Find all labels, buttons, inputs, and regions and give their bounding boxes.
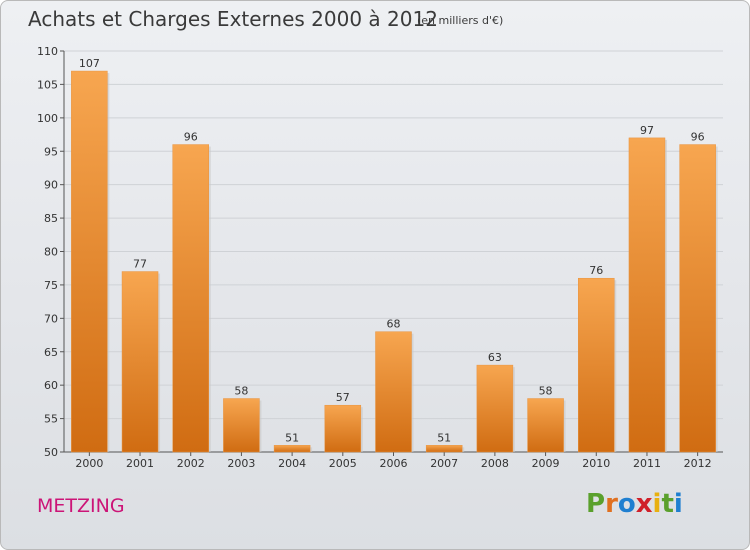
y-tick-label: 60 xyxy=(44,379,58,392)
value-label-2004: 51 xyxy=(285,431,299,444)
value-label-2012: 96 xyxy=(691,131,705,144)
y-tick-label: 80 xyxy=(44,246,58,259)
bar-2012 xyxy=(679,144,716,453)
labels: 50 55 60 65 70 75 80 85 90 95 100 105 110 107 2000 77 20… xyxy=(37,45,712,470)
x-tick-label-2001: 2001 xyxy=(126,457,154,470)
bar-2002 xyxy=(172,144,209,453)
y-tick-label: 50 xyxy=(44,446,58,459)
x-tick-label-2010: 2010 xyxy=(582,457,610,470)
logo-letter: P xyxy=(586,489,606,519)
bar-2009 xyxy=(527,398,564,453)
x-tick-label-2000: 2000 xyxy=(75,457,103,470)
y-tick-label: 110 xyxy=(37,45,58,58)
bar-2000 xyxy=(71,70,108,453)
chart-subtitle: (en milliers d'€) xyxy=(417,14,504,27)
bar-2003 xyxy=(223,398,260,453)
value-label-2003: 58 xyxy=(234,385,248,398)
x-tick-label-2011: 2011 xyxy=(633,457,661,470)
proxiti-logo: Proxiti xyxy=(586,489,683,519)
value-label-2006: 68 xyxy=(387,318,401,331)
value-label-2009: 58 xyxy=(539,385,553,398)
y-tick-label: 105 xyxy=(37,78,58,91)
logo-letter: i xyxy=(652,489,662,519)
value-label-2011: 97 xyxy=(640,124,654,137)
y-tick-label: 65 xyxy=(44,346,58,359)
x-tick-label-2005: 2005 xyxy=(329,457,357,470)
bar-2010 xyxy=(578,277,615,453)
value-label-2007: 51 xyxy=(437,431,451,444)
value-label-2000: 107 xyxy=(79,57,100,70)
y-tick-label: 75 xyxy=(44,279,58,292)
commune-name: METZING xyxy=(37,495,125,517)
y-tick-label: 85 xyxy=(44,212,58,225)
bar-2006 xyxy=(375,331,412,453)
y-tick-label: 90 xyxy=(44,179,58,192)
bar-2007 xyxy=(425,445,463,453)
x-tick-label-2006: 2006 xyxy=(380,457,408,470)
y-tick-label: 95 xyxy=(44,145,58,158)
logo-letter: x xyxy=(635,489,653,519)
bar-2004 xyxy=(273,445,311,453)
chart-title: Achats et Charges Externes 2000 à 2012 xyxy=(28,7,438,31)
bar-2001 xyxy=(121,271,159,453)
x-tick-label-2009: 2009 xyxy=(532,457,560,470)
x-tick-label-2003: 2003 xyxy=(227,457,255,470)
value-label-2008: 63 xyxy=(488,351,502,364)
y-tick-label: 100 xyxy=(37,112,58,125)
logo-letter: i xyxy=(673,489,683,519)
bar-2011 xyxy=(628,137,666,453)
bar-2008 xyxy=(476,364,514,453)
x-tick-label-2002: 2002 xyxy=(177,457,205,470)
y-tick-label: 55 xyxy=(44,413,58,426)
y-tick-label: 70 xyxy=(44,312,58,325)
bars xyxy=(71,70,718,453)
logo-letter: o xyxy=(617,489,636,519)
value-label-2005: 57 xyxy=(336,391,350,404)
value-label-2010: 76 xyxy=(589,264,603,277)
logo-letter: t xyxy=(661,489,674,519)
value-label-2001: 77 xyxy=(133,258,147,271)
x-tick-label-2004: 2004 xyxy=(278,457,306,470)
bar-2005 xyxy=(324,404,362,453)
x-tick-label-2008: 2008 xyxy=(481,457,509,470)
x-tick-label-2007: 2007 xyxy=(430,457,458,470)
x-tick-label-2012: 2012 xyxy=(684,457,712,470)
logo-letter: r xyxy=(605,489,618,519)
value-label-2002: 96 xyxy=(184,131,198,144)
